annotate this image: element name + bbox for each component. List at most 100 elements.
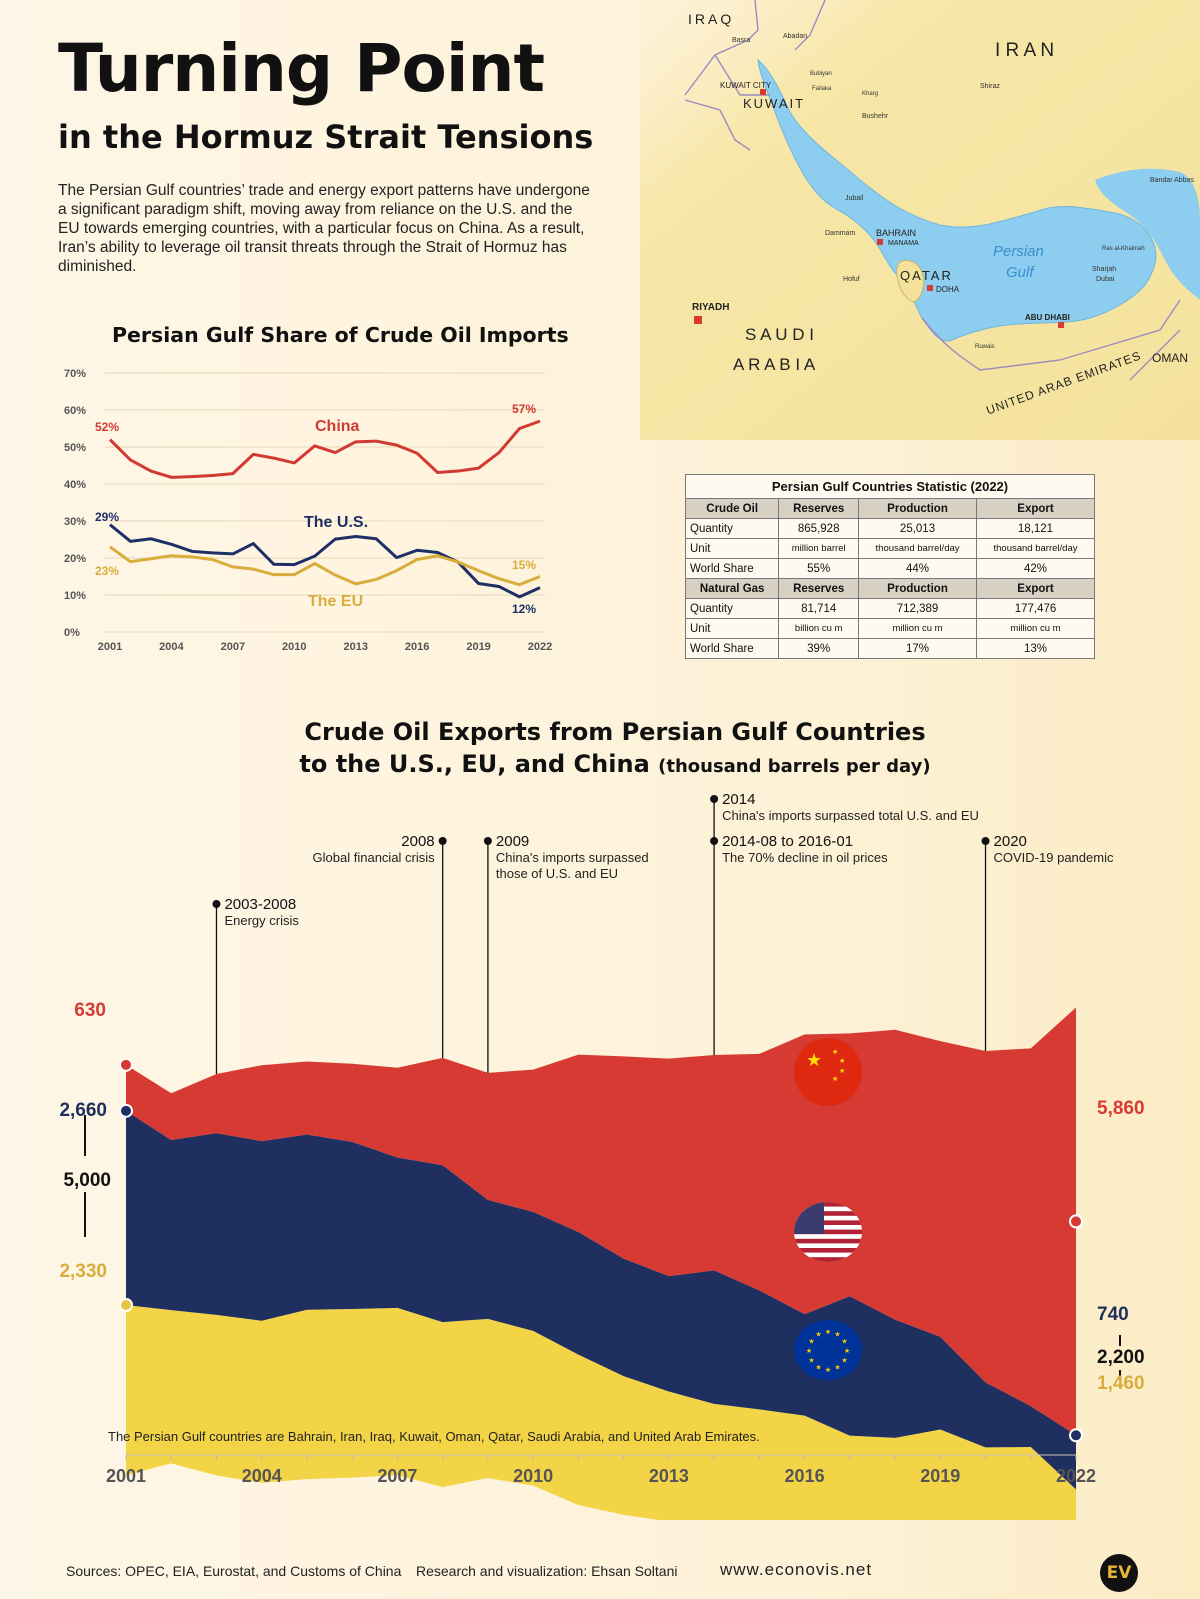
footer-website[interactable]: www.econovis.net: [720, 1560, 873, 1579]
right-label-eu: 1,460: [1097, 1373, 1145, 1394]
event-year: 2008: [401, 833, 434, 850]
gulf-water: [757, 58, 1157, 342]
x-tick-label: 2013: [343, 641, 367, 653]
china-flag-icon: ★ ★ ★ ★ ★: [794, 1038, 862, 1106]
map-label-basra: Basra: [732, 37, 750, 44]
left-label-us: 2,660: [59, 1100, 107, 1121]
capital-marker-manama: [877, 239, 883, 245]
x-tick-label: 2022: [1056, 1466, 1096, 1486]
right-label-china: 5,860: [1097, 1098, 1145, 1119]
stream-chart-title-main: to the U.S., EU, and China: [299, 750, 650, 778]
series-end-marker: [119, 1057, 133, 1072]
series-line-the-eu: [109, 545, 541, 587]
map-label-ruwais: Ruwais: [975, 344, 995, 350]
eu-star-icon: ★: [806, 1347, 812, 1355]
map-label-shiraz: Shiraz: [980, 83, 1000, 90]
table-row: Unit billion cu m million cu m million c…: [684, 618, 1095, 639]
y-tick-label: 30%: [64, 516, 86, 528]
line-annot-eu-start: 23%: [95, 564, 119, 578]
table-row: Quantity 81,714 712,389 177,476: [684, 598, 1095, 619]
row-label: Unit: [684, 538, 780, 559]
map-label-oman: OMAN: [1152, 351, 1188, 365]
event-year: 2009: [496, 833, 529, 850]
x-tick-label: 2007: [377, 1466, 417, 1486]
table-cell: 865,928: [778, 518, 860, 539]
capital-marker-riyadh: [694, 316, 702, 324]
event-description: Energy crisis: [224, 913, 299, 928]
table-cell: 25,013: [858, 518, 977, 539]
left-label-eu: 2,330: [59, 1261, 107, 1282]
table-cell: 44%: [858, 558, 977, 579]
oil-header-cell: Production: [858, 498, 977, 519]
series-line-the-u-s: [109, 523, 541, 599]
y-tick-label: 20%: [64, 553, 86, 565]
line-label-eu: The EU: [308, 593, 363, 610]
line-annot-us-end: 12%: [512, 602, 536, 616]
gas-header-cell: Export: [976, 578, 1095, 599]
map-label-iran: I R A N: [995, 40, 1054, 61]
table-cell: 13%: [976, 638, 1095, 659]
line-annot-china-end: 57%: [512, 402, 536, 416]
y-tick-label: 50%: [64, 442, 86, 454]
series-end-marker: [1069, 1428, 1083, 1443]
stats-table-caption: Persian Gulf Countries Statistic (2022): [685, 474, 1095, 498]
table-row: World Share 39% 17% 13%: [684, 638, 1095, 659]
y-tick-label: 0%: [64, 627, 80, 639]
left-label-total: 5,000: [63, 1170, 111, 1191]
stream-chart-title-unit: (thousand barrels per day): [658, 756, 931, 777]
capital-marker-doha: [927, 285, 933, 291]
series-end-marker: [1069, 1214, 1083, 1229]
table-cell: 17%: [858, 638, 977, 659]
map-label-kharg: Kharg: [862, 91, 878, 97]
right-label-total: 2,200: [1097, 1347, 1145, 1368]
map-label-iraq: IRAQ: [688, 11, 734, 27]
map-label-sharjah: Sharjah: [1092, 266, 1116, 273]
map-label-bubiyan: Bubiyan: [810, 71, 832, 77]
svg-text:★: ★: [832, 1075, 838, 1083]
footer-credit: Research and visualization: Ehsan Soltan…: [416, 1563, 678, 1579]
row-label: Unit: [684, 618, 780, 639]
eu-star-icon: ★: [834, 1331, 840, 1339]
event-dot: [710, 795, 719, 803]
oil-header-cell: Crude Oil: [684, 498, 780, 519]
row-label: Quantity: [684, 518, 780, 539]
line-label-china: China: [315, 418, 360, 435]
map-label-hofuf: Hofuf: [843, 276, 860, 283]
gulf-of-oman-water: [1095, 168, 1200, 300]
event-dot: [212, 900, 221, 908]
x-tick-label: 2019: [920, 1466, 960, 1486]
map-label-persian: Persian: [993, 243, 1044, 260]
event-dot: [483, 837, 492, 845]
footer-sources: Sources: OPEC, EIA, Eurostat, and Custom…: [66, 1563, 402, 1579]
table-cell: billion cu m: [778, 618, 860, 639]
series-end-marker: [119, 1297, 133, 1312]
stream-area-u-s: [126, 1110, 1076, 1490]
map-label-arabia: A R A B I A: [733, 355, 816, 374]
oil-header-row: Crude Oil Reserves Production Export: [684, 498, 1095, 519]
x-tick-label: 2013: [649, 1466, 689, 1486]
eu-flag-icon: ★★★★★★★★★ ★ ★★: [794, 1320, 862, 1380]
stream-chart-title-line2: to the U.S., EU, and China (thousand bar…: [0, 750, 1200, 778]
svg-text:★: ★: [832, 1048, 838, 1056]
table-cell: million cu m: [976, 618, 1095, 639]
table-cell: 81,714: [778, 598, 860, 619]
row-label: World Share: [684, 638, 780, 659]
event-description: China's imports surpassed: [496, 850, 649, 865]
map-label-ras-al-khaimah: Ras al-Khaimah: [1102, 246, 1145, 252]
econovis-logo: EV: [1100, 1554, 1138, 1592]
eu-star-icon: ★: [815, 1363, 821, 1371]
line-label-us: The U.S.: [304, 514, 368, 531]
series-end-marker: [119, 1103, 133, 1118]
map-label-riyadh: RIYADH: [692, 302, 729, 313]
gas-header-cell: Natural Gas: [684, 578, 780, 599]
svg-text:★: ★: [839, 1067, 845, 1075]
table-row: Quantity 865,928 25,013 18,121: [684, 518, 1095, 539]
y-tick-label: 40%: [64, 479, 86, 491]
y-tick-label: 70%: [64, 368, 86, 380]
event-description: China's imports surpassed total U.S. and…: [722, 808, 979, 823]
stream-area-eu: [126, 1304, 1076, 1520]
eu-star-icon: ★: [844, 1347, 850, 1355]
row-label: Quantity: [684, 598, 780, 619]
event-description: Global financial crisis: [313, 850, 436, 865]
svg-text:★: ★: [806, 1050, 822, 1070]
